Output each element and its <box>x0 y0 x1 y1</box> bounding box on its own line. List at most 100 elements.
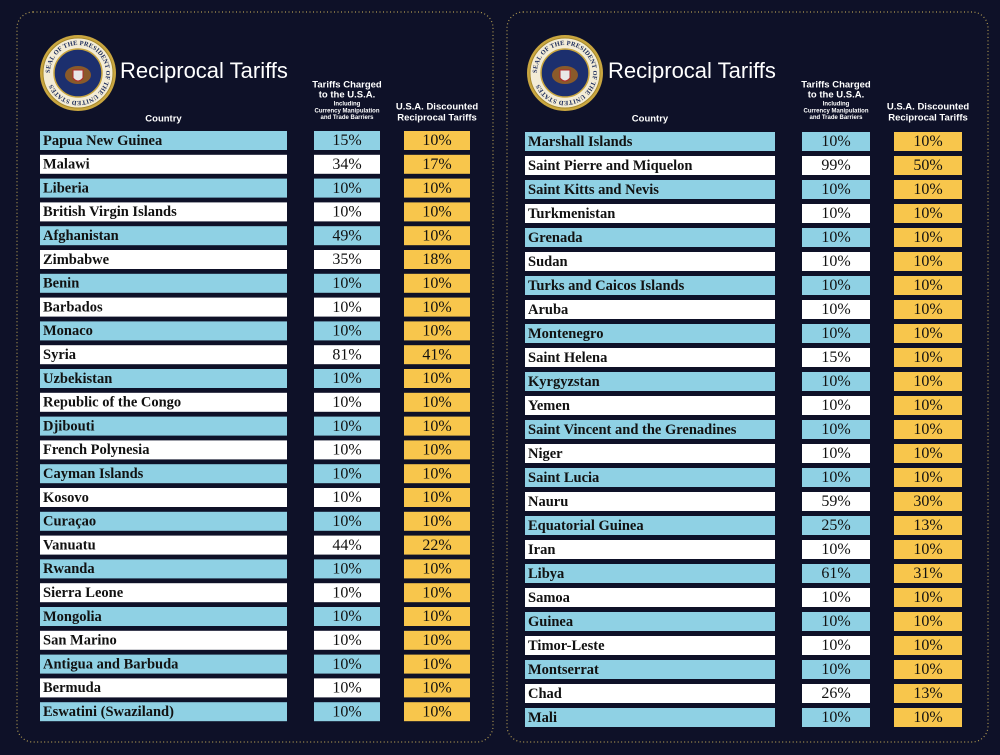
discounted-header: U.S.A. Discounted <box>396 102 479 113</box>
country-name: Montserrat <box>528 662 599 678</box>
discounted-header: Reciprocal Tariffs <box>397 113 477 124</box>
charged-note: Currency Manipulation <box>314 108 379 114</box>
discounted-rate: 10% <box>913 205 942 222</box>
charged-rate: 10% <box>821 325 850 342</box>
discounted-cell <box>894 420 962 439</box>
charged-cell <box>802 324 870 343</box>
country-cell <box>40 583 287 603</box>
discounted-rate: 10% <box>913 445 942 462</box>
country-cell <box>40 202 287 222</box>
discounted-rate: 10% <box>913 469 942 486</box>
charged-rate: 10% <box>821 445 850 462</box>
charged-rate: 10% <box>332 394 361 411</box>
charged-rate: 10% <box>821 541 850 558</box>
discounted-cell <box>404 488 470 507</box>
discounted-rate: 10% <box>913 301 942 318</box>
discounted-cell <box>894 588 962 607</box>
charged-rate: 35% <box>332 251 361 268</box>
charged-rate: 25% <box>821 517 850 534</box>
discounted-rate: 10% <box>913 397 942 414</box>
charged-rate: 10% <box>332 299 361 316</box>
charged-cell <box>314 559 380 579</box>
discounted-cell <box>404 607 470 626</box>
discounted-cell <box>404 369 470 388</box>
charged-cell <box>314 630 380 650</box>
country-name: Syria <box>43 347 77 363</box>
discounted-header: U.S.A. Discounted <box>887 102 970 113</box>
country-cell <box>40 464 287 484</box>
discounted-cell <box>404 511 470 531</box>
charged-cell <box>802 420 870 439</box>
charged-rate: 10% <box>332 513 361 530</box>
charged-cell <box>802 540 870 559</box>
discounted-rate: 10% <box>913 613 942 630</box>
charged-cell <box>802 636 870 655</box>
charged-rate: 10% <box>821 637 850 654</box>
discounted-cell <box>894 564 962 583</box>
country-cell <box>525 444 775 463</box>
discounted-rate: 10% <box>913 421 942 438</box>
charged-rate: 10% <box>821 301 850 318</box>
discounted-rate: 10% <box>422 370 451 387</box>
charged-cell <box>314 250 380 269</box>
panel-border <box>506 11 989 743</box>
country-header: Country <box>145 114 182 125</box>
charged-rate: 99% <box>821 157 850 174</box>
discounted-cell <box>894 348 962 367</box>
country-name: Turkmenistan <box>528 206 615 222</box>
country-name: British Virgin Islands <box>43 204 177 220</box>
discounted-rate: 10% <box>913 589 942 606</box>
country-name: Uzbekistan <box>43 371 112 387</box>
discounted-cell <box>404 131 470 150</box>
country-cell <box>525 204 775 223</box>
charged-rate: 10% <box>821 589 850 606</box>
country-cell <box>525 468 775 487</box>
discounted-cell <box>894 684 962 703</box>
country-name: Saint Vincent and the Grenadines <box>528 422 737 438</box>
charged-cell <box>802 204 870 223</box>
charged-cell <box>802 588 870 607</box>
country-name: Zimbabwe <box>43 252 110 268</box>
discounted-cell <box>404 321 470 341</box>
discounted-rate: 22% <box>422 537 451 554</box>
country-name: Republic of the Congo <box>43 395 181 411</box>
charged-cell <box>802 300 870 319</box>
charged-rate: 10% <box>332 632 361 649</box>
discounted-rate: 10% <box>913 373 942 390</box>
discounted-cell <box>404 392 470 412</box>
charged-rate: 34% <box>332 156 361 173</box>
country-name: Kosovo <box>43 490 89 506</box>
panel-title: Reciprocal Tariffs <box>608 58 776 83</box>
charged-rate: 26% <box>821 685 850 702</box>
charged-cell <box>314 392 380 412</box>
charged-cell <box>802 396 870 415</box>
charged-cell <box>802 252 870 271</box>
charged-cell <box>802 564 870 583</box>
discounted-cell <box>894 276 962 295</box>
charged-rate: 10% <box>821 421 850 438</box>
seal-shield <box>559 69 571 82</box>
charged-rate: 10% <box>821 181 850 198</box>
charged-cell <box>314 345 380 365</box>
discounted-rate: 10% <box>422 180 451 197</box>
country-cell <box>525 180 775 199</box>
discounted-rate: 10% <box>422 132 451 149</box>
discounted-rate: 10% <box>913 325 942 342</box>
discounted-rate: 13% <box>913 517 942 534</box>
country-cell <box>40 369 287 388</box>
charged-cell <box>802 708 870 727</box>
country-cell <box>525 132 775 151</box>
charged-rate: 10% <box>821 397 850 414</box>
seal-shield <box>72 69 84 82</box>
country-cell <box>40 559 287 579</box>
charged-cell <box>314 488 380 507</box>
discounted-rate: 10% <box>422 299 451 316</box>
country-cell <box>40 226 287 246</box>
charged-rate: 10% <box>332 656 361 673</box>
country-name: Cayman Islands <box>43 466 144 482</box>
country-name: Saint Pierre and Miquelon <box>528 158 692 174</box>
charged-rate: 81% <box>332 346 361 363</box>
discounted-cell <box>404 440 470 460</box>
discounted-rate: 41% <box>422 346 451 363</box>
